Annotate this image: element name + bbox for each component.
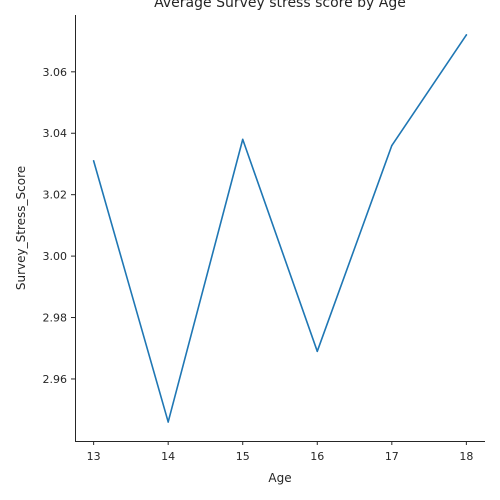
data-point xyxy=(465,34,468,36)
data-point xyxy=(316,350,319,353)
x-tick-label: 13 xyxy=(87,450,101,463)
series-line xyxy=(92,34,468,423)
data-point xyxy=(167,421,169,423)
data-point xyxy=(241,138,244,141)
x-tick-label: 18 xyxy=(459,450,473,463)
x-tick-label: 15 xyxy=(236,450,250,463)
x-axis-ticks: 13 14 15 16 17 18 xyxy=(87,441,473,463)
y-tick-label: 3.00 xyxy=(43,250,68,263)
chart-title: Average Survey stress score by Age xyxy=(154,0,406,11)
y-tick-label: 3.06 xyxy=(43,66,68,79)
data-point xyxy=(92,160,95,162)
x-tick-label: 17 xyxy=(385,450,399,463)
y-tick-label: 3.02 xyxy=(43,189,68,202)
y-tick-label: 2.98 xyxy=(43,312,68,325)
series-layer xyxy=(92,34,468,423)
y-tick-label: 2.96 xyxy=(43,373,68,386)
y-axis-ticks: 2.96 2.98 3.00 3.02 3.04 3.06 xyxy=(43,66,75,386)
y-tick-label: 3.04 xyxy=(43,127,68,140)
x-tick-label: 16 xyxy=(310,450,324,463)
axes-spines xyxy=(75,15,485,442)
data-point xyxy=(391,144,393,147)
x-axis-label: Age xyxy=(268,471,291,485)
y-axis-label: Survey_Stress_Score xyxy=(14,166,28,290)
x-tick-label: 14 xyxy=(161,450,175,463)
